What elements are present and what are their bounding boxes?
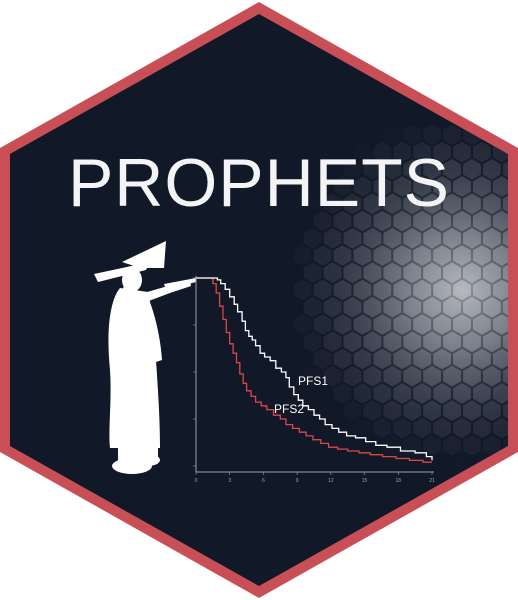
x-tick-label: 21 bbox=[429, 478, 435, 484]
x-tick-label: 3 bbox=[228, 478, 231, 484]
x-tick-label: 9 bbox=[296, 478, 299, 484]
x-tick-label: 12 bbox=[328, 478, 334, 484]
logo-title: PROPHETS bbox=[68, 145, 450, 221]
pfs2-label: PFS2 bbox=[274, 402, 304, 416]
x-tick-label: 6 bbox=[262, 478, 265, 484]
x-tick-label: 0 bbox=[195, 478, 198, 484]
x-tick-label: 15 bbox=[362, 478, 368, 484]
pfs1-label: PFS1 bbox=[298, 374, 328, 388]
x-tick-label: 18 bbox=[396, 478, 402, 484]
